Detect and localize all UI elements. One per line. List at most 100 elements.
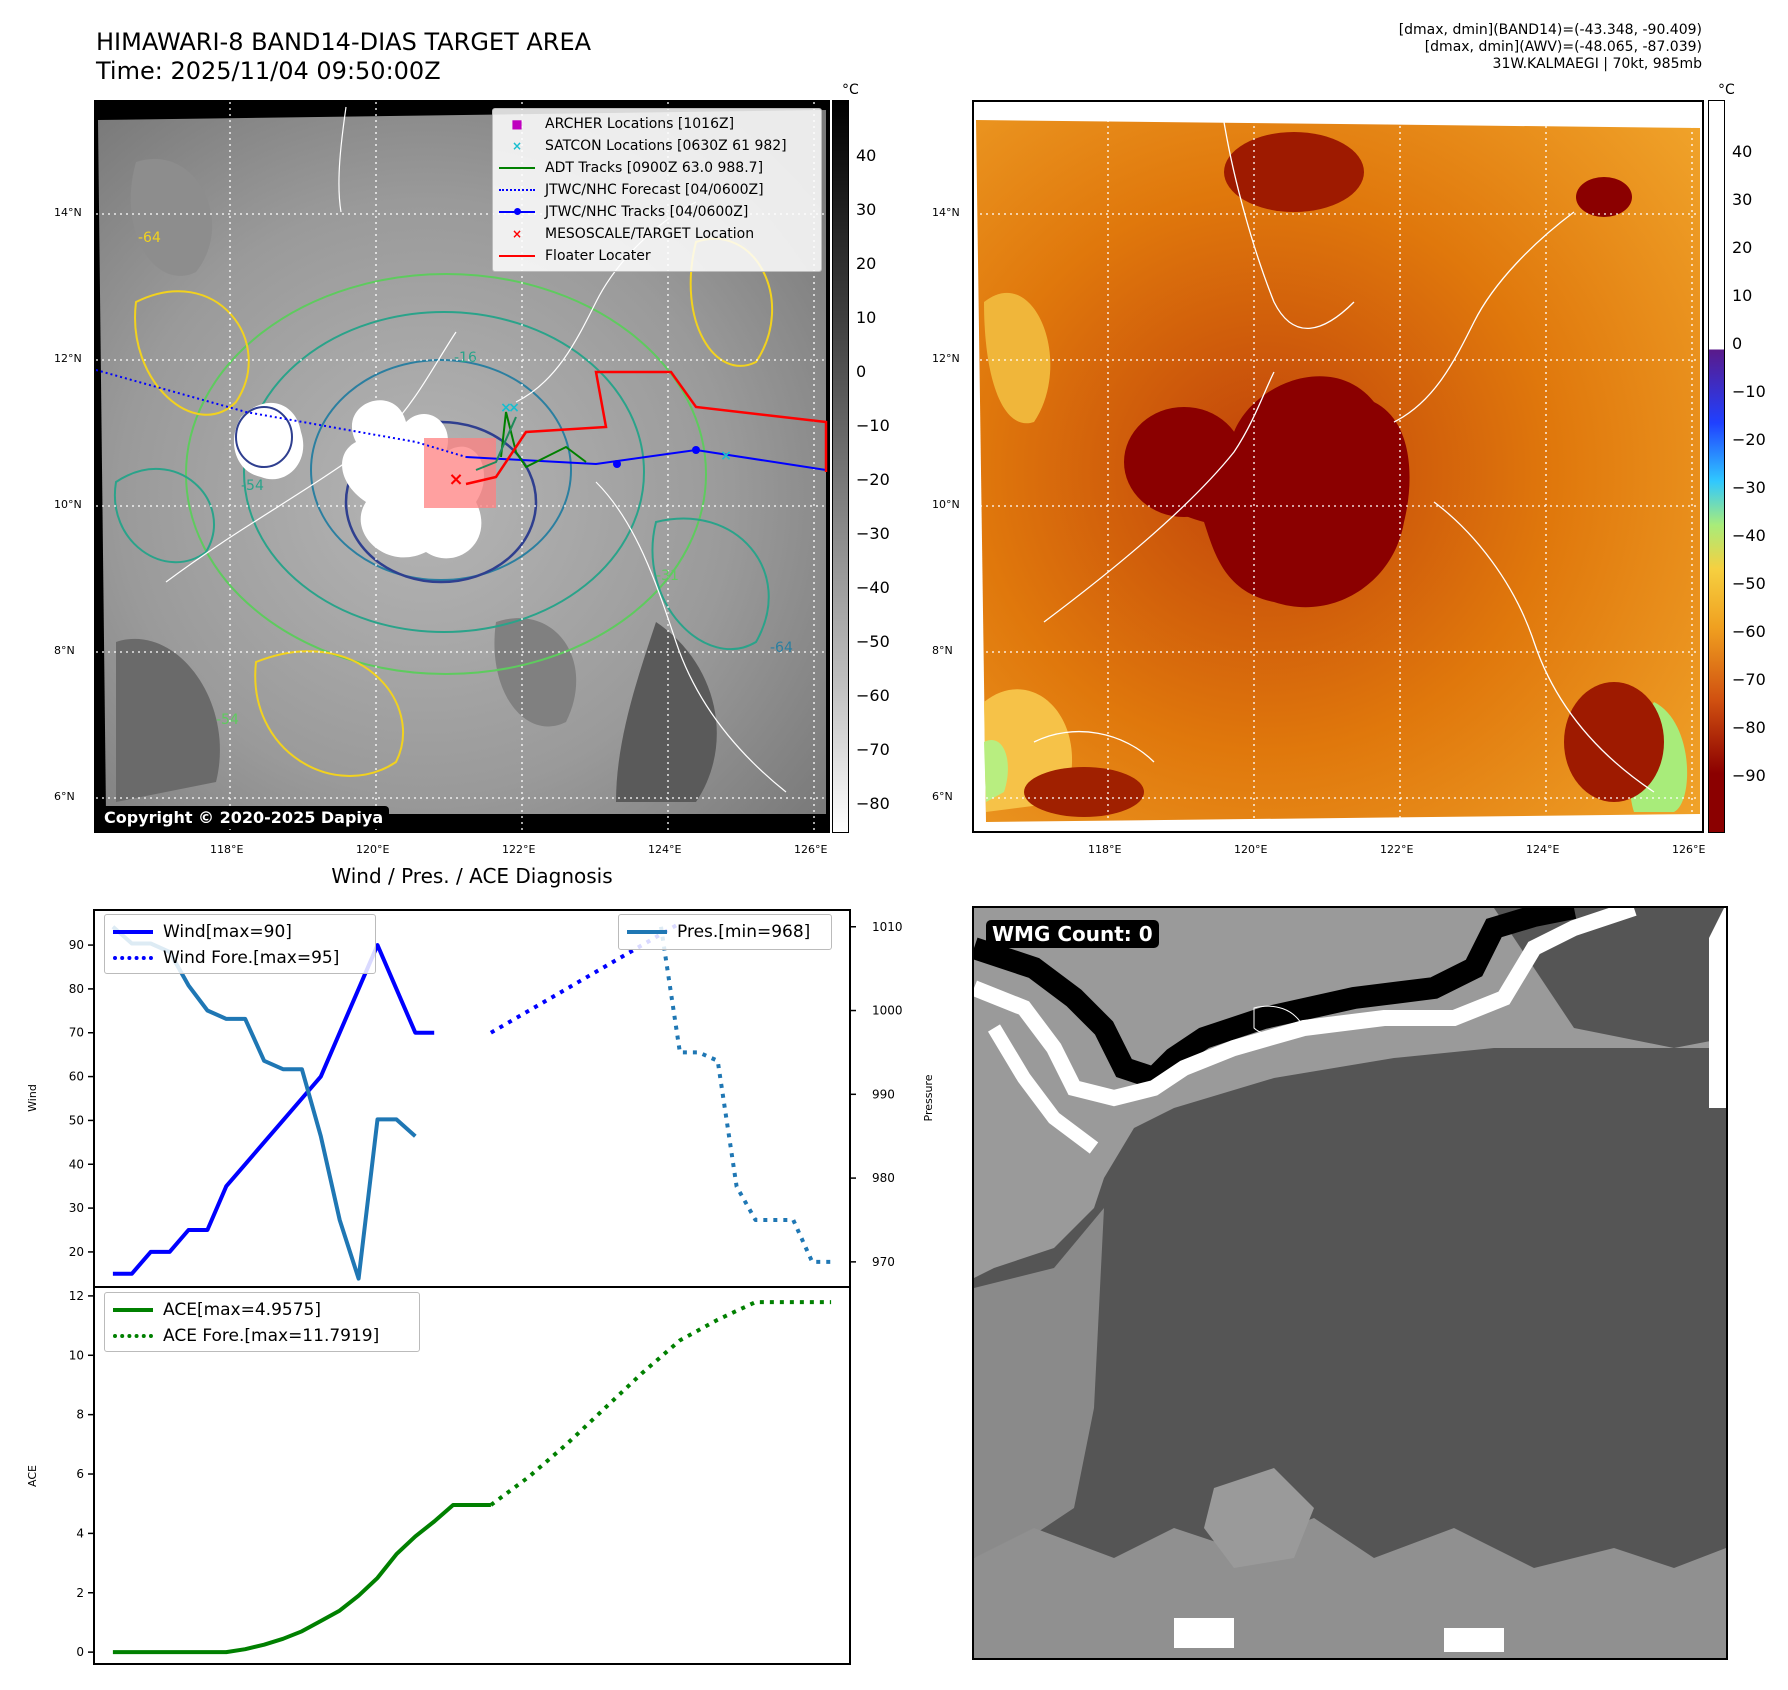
pressure-legend: Pres.[min=968] bbox=[618, 914, 832, 950]
ace-forecast-line bbox=[489, 1300, 832, 1507]
lon-tick: 120°E bbox=[1234, 843, 1268, 856]
legend-label: ACE Fore.[max=11.7919] bbox=[163, 1326, 380, 1346]
wmg-panel: WMG Count: 0 bbox=[972, 906, 1728, 1660]
wmg-cloud-region bbox=[974, 1208, 1104, 1558]
colorbar-tick: 40 bbox=[1732, 142, 1753, 161]
lon-tick: 122°E bbox=[1380, 843, 1414, 856]
dotted-line-icon bbox=[113, 1334, 153, 1338]
wind-pressure-series bbox=[111, 921, 832, 1281]
jtwc-track-point bbox=[692, 446, 700, 454]
ir-warm-area bbox=[130, 158, 213, 276]
wmg-cloud-region bbox=[974, 1518, 1726, 1658]
solid-line-icon bbox=[113, 930, 153, 934]
lat-tick: 8°N bbox=[932, 644, 953, 657]
legend-item-adt: ADT Tracks [0900Z 63.0 988.7] bbox=[499, 157, 815, 179]
wmg-cloud-region bbox=[1204, 1468, 1314, 1568]
colorbar-tick: 40 bbox=[856, 146, 877, 165]
legend-item-wind: Wind[max=90] bbox=[113, 919, 367, 945]
jtwc-track bbox=[465, 448, 827, 471]
ace-line bbox=[112, 1503, 491, 1655]
legend-label: ADT Tracks [0900Z 63.0 988.7] bbox=[545, 160, 764, 176]
legend-item-floater: Floater Locater bbox=[499, 245, 815, 267]
ace-tick-label: 6 bbox=[76, 1467, 84, 1481]
colorbar-tick: −80 bbox=[1732, 718, 1766, 737]
ace-tick-label: 12 bbox=[69, 1289, 84, 1303]
ace-tick-label: 0 bbox=[76, 1645, 84, 1659]
colorbar-tick: −60 bbox=[856, 686, 890, 705]
ir-colorbar bbox=[832, 100, 849, 833]
figure-title: HIMAWARI-8 BAND14-DIAS TARGET AREA Time:… bbox=[96, 28, 591, 86]
colorbar-tick: 30 bbox=[856, 200, 877, 219]
colorbar-tick: −20 bbox=[1732, 430, 1766, 449]
lat-tick: 6°N bbox=[932, 790, 953, 803]
legend-label: MESOSCALE/TARGET Location bbox=[545, 226, 755, 242]
pressure-tick-label: 1000 bbox=[872, 1004, 903, 1018]
ace-axis-label: ACE bbox=[26, 1465, 39, 1487]
contour-label: -64 bbox=[138, 230, 161, 246]
enh-cold-cloud-core bbox=[1124, 407, 1244, 517]
contour-ring bbox=[134, 290, 250, 416]
ace-tick-label: 4 bbox=[76, 1526, 84, 1540]
colorbar-tick: 20 bbox=[1732, 238, 1753, 257]
stats-line-2: [dmax, dmin](AWV)=(-48.065, -87.039) bbox=[1424, 39, 1702, 55]
ir-colorbar-ticks: 40 30 20 10 0 −10 −20 −30 −40 −50 −60 −7… bbox=[856, 100, 896, 833]
wind-axis-label: Wind bbox=[26, 1084, 39, 1112]
legend-item-satcon: × SATCON Locations [0630Z 61 982] bbox=[499, 135, 815, 157]
diagnosis-title: Wind / Pres. / ACE Diagnosis bbox=[331, 864, 613, 888]
stats-line-3: 31W.KALMAEGI | 70kt, 985mb bbox=[1492, 56, 1702, 72]
colorbar-tick: −60 bbox=[1732, 622, 1766, 641]
wind-tick-label: 40 bbox=[69, 1157, 84, 1171]
legend-label: Pres.[min=968] bbox=[677, 922, 811, 942]
solid-line-icon bbox=[499, 167, 535, 169]
jtwc-track-point bbox=[613, 460, 621, 468]
wind-tick-label: 50 bbox=[69, 1113, 84, 1127]
pressure-axis-label: Pressure bbox=[922, 1074, 935, 1121]
contour-ring bbox=[254, 650, 404, 777]
colorbar-tick: −20 bbox=[856, 470, 890, 489]
copyright-badge: Copyright © 2020-2025 Dapiya bbox=[98, 806, 390, 829]
lat-tick: 8°N bbox=[54, 644, 75, 657]
wind-max-line bbox=[112, 943, 435, 1276]
ace-series bbox=[112, 1300, 832, 1655]
colorbar-tick: −50 bbox=[856, 632, 890, 651]
ace-legend: ACE[max=4.9575] ACE Fore.[max=11.7919] bbox=[104, 1292, 420, 1352]
legend-label: ARCHER Locations [1016Z] bbox=[545, 116, 735, 132]
colorbar-tick: 10 bbox=[856, 308, 877, 327]
ace-axes bbox=[93, 1286, 851, 1665]
lat-tick: 14°N bbox=[932, 206, 960, 219]
ir-cold-cloud-top bbox=[233, 402, 304, 480]
wmg-cold-pixel bbox=[1174, 1618, 1234, 1648]
enh-warm-area bbox=[984, 740, 1008, 802]
wmg-cold-band bbox=[974, 908, 1637, 1107]
legend-item-jtwc-tracks: JTWC/NHC Tracks [04/0600Z] bbox=[499, 201, 815, 223]
ir-cold-cloud-top bbox=[342, 400, 485, 559]
colorbar-tick: 10 bbox=[1732, 286, 1753, 305]
enh-colorbar bbox=[1708, 100, 1725, 833]
contour-label: -54 bbox=[241, 478, 264, 494]
ir-map-legend: ■ ARCHER Locations [1016Z] × SATCON Loca… bbox=[492, 108, 822, 272]
contour-label: -16 bbox=[454, 350, 477, 366]
enh-cold-cloud-core bbox=[1224, 132, 1364, 212]
enh-colorbar-unit: °C bbox=[1718, 82, 1735, 98]
colorbar-tick: −30 bbox=[856, 524, 890, 543]
title-line-2: Time: 2025/11/04 09:50:00Z bbox=[96, 57, 441, 85]
legend-item-ace-forecast: ACE Fore.[max=11.7919] bbox=[113, 1323, 411, 1349]
mesoscale-target-area bbox=[424, 438, 496, 508]
lat-tick: 6°N bbox=[54, 790, 75, 803]
legend-label: Floater Locater bbox=[545, 248, 651, 264]
lon-tick: 122°E bbox=[502, 843, 536, 856]
adt-track bbox=[500, 411, 587, 469]
colorbar-tick: −80 bbox=[856, 794, 890, 813]
lon-tick: 124°E bbox=[1526, 843, 1560, 856]
adt-track bbox=[475, 416, 517, 471]
x-marker-icon: × bbox=[511, 139, 523, 153]
legend-item-jtwc-forecast: JTWC/NHC Forecast [04/0600Z] bbox=[499, 179, 815, 201]
wind-legend: Wind[max=90] Wind Fore.[max=95] bbox=[104, 914, 376, 974]
pres-min-line bbox=[111, 925, 417, 1281]
wind-tick-label: 90 bbox=[69, 938, 84, 952]
pressure-tick-label: 980 bbox=[872, 1171, 895, 1185]
lon-tick: 126°E bbox=[794, 843, 828, 856]
contour-label: -64 bbox=[770, 640, 793, 656]
legend-label: SATCON Locations [0630Z 61 982] bbox=[545, 138, 787, 154]
solid-line-icon bbox=[499, 255, 535, 257]
